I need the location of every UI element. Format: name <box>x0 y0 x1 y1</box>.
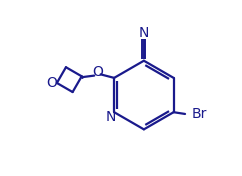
Text: N: N <box>106 110 116 124</box>
Text: O: O <box>92 65 103 79</box>
Text: N: N <box>139 26 149 40</box>
Text: Br: Br <box>192 107 207 121</box>
Text: O: O <box>46 76 57 90</box>
